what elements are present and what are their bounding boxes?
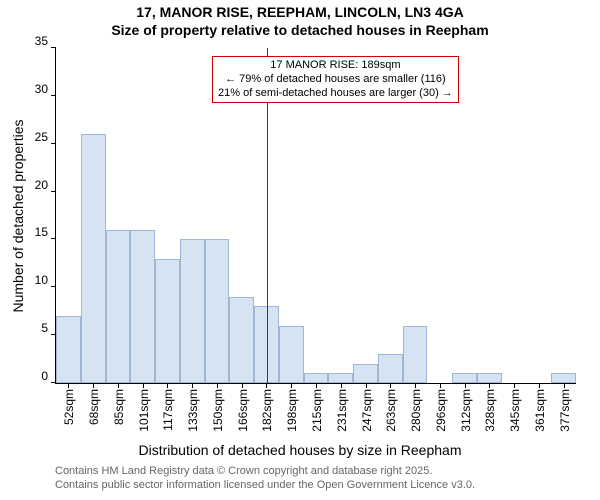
x-axis-label: Distribution of detached houses by size … (0, 442, 600, 458)
x-tick-mark (68, 383, 69, 388)
histogram-bar (279, 326, 304, 383)
x-tick-mark (341, 383, 342, 388)
y-tick-mark (51, 95, 56, 96)
histogram-bar (328, 373, 353, 383)
y-tick-label: 30 (35, 82, 56, 96)
y-tick-mark (51, 286, 56, 287)
x-tick-label: 312sqm (457, 389, 473, 432)
x-tick-label: 166sqm (234, 389, 250, 432)
y-tick-label: 10 (35, 273, 56, 287)
histogram-bar (378, 354, 403, 383)
histogram-bar (130, 230, 155, 383)
y-tick-label: 20 (35, 178, 56, 192)
x-tick-mark (465, 383, 466, 388)
x-tick-label: 85sqm (110, 389, 126, 425)
x-tick-label: 345sqm (506, 389, 522, 432)
title-line-2: Size of property relative to detached ho… (0, 22, 600, 38)
chart-container: 17, MANOR RISE, REEPHAM, LINCOLN, LN3 4G… (0, 0, 600, 500)
histogram-bar (477, 373, 502, 383)
histogram-bar (81, 134, 106, 383)
histogram-bar (403, 326, 428, 383)
annotation-line: 21% of semi-detached houses are larger (… (218, 87, 453, 101)
x-tick-label: 117sqm (159, 389, 175, 431)
histogram-bar (56, 316, 81, 383)
histogram-bar (353, 364, 378, 383)
histogram-bar (229, 297, 254, 383)
x-tick-mark (291, 383, 292, 388)
x-tick-label: 101sqm (135, 389, 151, 432)
y-axis-label: Number of detached properties (10, 116, 26, 316)
x-tick-mark (217, 383, 218, 388)
x-tick-label: 263sqm (382, 389, 398, 432)
x-tick-mark (564, 383, 565, 388)
x-tick-mark (93, 383, 94, 388)
histogram-bar (551, 373, 576, 383)
x-tick-label: 182sqm (258, 389, 274, 432)
x-tick-mark (242, 383, 243, 388)
x-tick-label: 215sqm (308, 389, 324, 432)
x-tick-label: 280sqm (407, 389, 423, 432)
y-tick-label: 25 (35, 130, 56, 144)
x-tick-label: 150sqm (209, 389, 225, 432)
x-tick-label: 52sqm (60, 389, 76, 425)
y-tick-mark (51, 191, 56, 192)
y-tick-mark (51, 143, 56, 144)
footer-line-1: Contains HM Land Registry data © Crown c… (55, 465, 432, 477)
x-tick-mark (266, 383, 267, 388)
x-tick-mark (514, 383, 515, 388)
x-tick-mark (489, 383, 490, 388)
x-tick-mark (390, 383, 391, 388)
title-line-1: 17, MANOR RISE, REEPHAM, LINCOLN, LN3 4G… (0, 4, 600, 20)
annotation-box: 17 MANOR RISE: 189sqm← 79% of detached h… (212, 56, 459, 103)
x-tick-mark (415, 383, 416, 388)
y-tick-label: 15 (35, 225, 56, 239)
x-tick-mark (167, 383, 168, 388)
x-tick-label: 133sqm (184, 389, 200, 432)
x-tick-label: 247sqm (358, 389, 374, 432)
histogram-bar (304, 373, 329, 383)
footer-line-2: Contains public sector information licen… (55, 479, 475, 491)
histogram-bar (106, 230, 131, 383)
x-tick-label: 377sqm (556, 389, 572, 432)
histogram-bar (205, 239, 230, 383)
histogram-bar (155, 259, 180, 383)
x-tick-mark (316, 383, 317, 388)
x-tick-mark (118, 383, 119, 388)
y-tick-mark (51, 47, 56, 48)
x-tick-label: 328sqm (481, 389, 497, 432)
x-tick-mark (539, 383, 540, 388)
histogram-bar (180, 239, 205, 383)
y-tick-label: 0 (41, 369, 56, 383)
x-tick-label: 361sqm (531, 389, 547, 432)
x-tick-label: 231sqm (333, 389, 349, 432)
x-tick-label: 296sqm (432, 389, 448, 432)
y-tick-label: 5 (41, 321, 56, 335)
x-tick-mark (143, 383, 144, 388)
x-tick-label: 198sqm (283, 389, 299, 432)
histogram-bar (452, 373, 477, 383)
x-tick-mark (440, 383, 441, 388)
annotation-line: ← 79% of detached houses are smaller (11… (218, 73, 453, 87)
x-tick-label: 68sqm (85, 389, 101, 425)
y-tick-mark (51, 238, 56, 239)
annotation-line: 17 MANOR RISE: 189sqm (218, 59, 453, 73)
x-tick-mark (366, 383, 367, 388)
plot-area: 0510152025303552sqm68sqm85sqm101sqm117sq… (55, 48, 576, 384)
x-tick-mark (192, 383, 193, 388)
y-tick-label: 35 (35, 34, 56, 48)
